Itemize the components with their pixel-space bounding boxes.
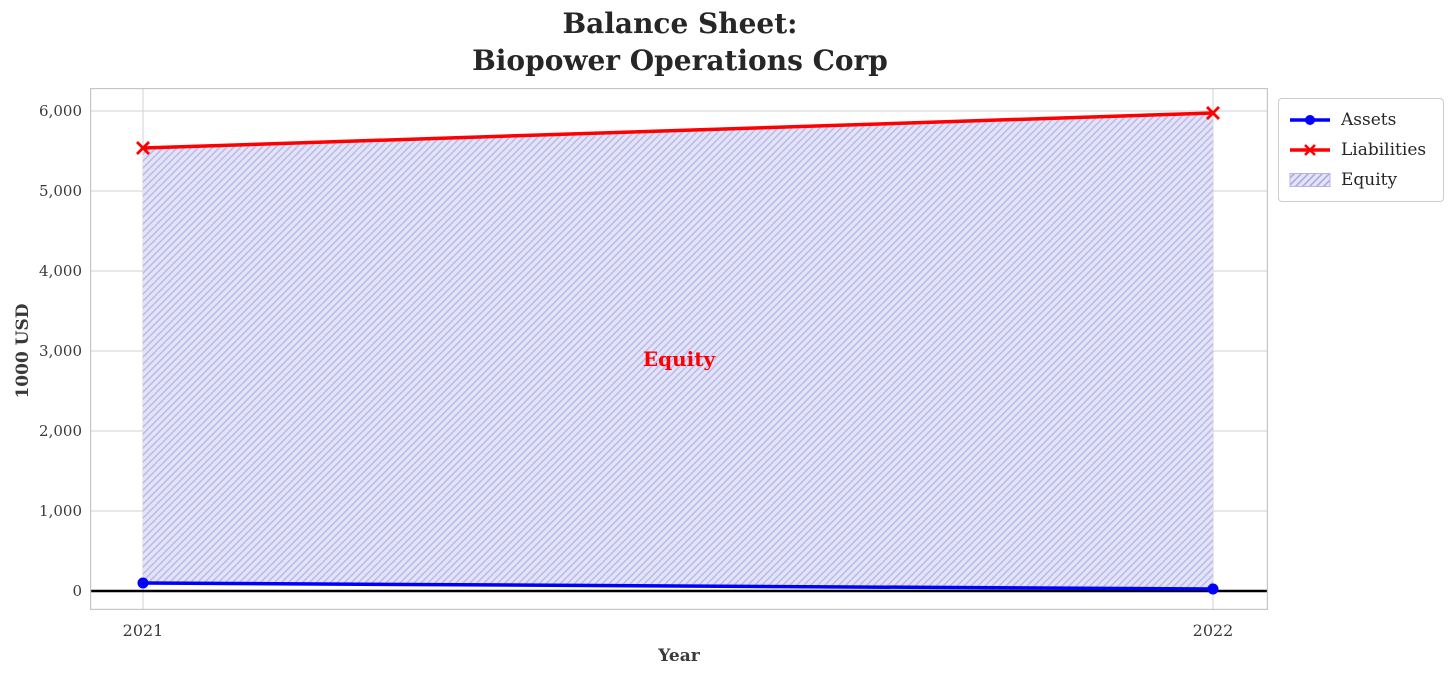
liabilities-x-marker	[136, 141, 150, 155]
axes-border	[90, 88, 1269, 610]
legend-label-assets: Assets	[1341, 110, 1397, 130]
assets-line	[137, 577, 1219, 595]
y-axis-label: 1000 USD	[13, 303, 33, 399]
y-tick-label: 1,000	[39, 502, 82, 520]
equity-annotation: Equity	[643, 347, 717, 371]
liabilities-line-swatch	[1290, 144, 1330, 156]
legend-label-equity: Equity	[1341, 170, 1398, 190]
legend-item-liabilities: Liabilities	[1289, 137, 1433, 163]
assets-line-swatch	[1290, 115, 1330, 125]
chart-title-line1: Balance Sheet:	[562, 7, 798, 40]
y-tick-label: 2,000	[39, 422, 82, 440]
equity-patch-swatch	[1289, 173, 1331, 187]
legend-item-assets: Assets	[1289, 107, 1433, 133]
legend: Assets Liabilities Equity	[1278, 98, 1444, 202]
assets-circle-marker	[1207, 583, 1219, 595]
x-tick-label: 2022	[1192, 621, 1234, 640]
liabilities-x-marker	[1206, 106, 1220, 120]
assets-circle-marker	[137, 577, 149, 589]
y-tick-label: 5,000	[39, 182, 82, 200]
y-tick-label: 0	[72, 582, 82, 600]
plot-canvas: Equity	[90, 88, 1269, 610]
equity-area	[143, 113, 1213, 589]
y-tick-label: 6,000	[39, 102, 82, 120]
liabilities-line	[136, 106, 1220, 155]
chart-title: Balance Sheet: Biopower Operations Corp	[472, 6, 888, 80]
plot-area: Equity	[90, 88, 1269, 610]
x-axis-label: Year	[658, 646, 700, 666]
x-tick-label: 2021	[122, 621, 164, 640]
legend-item-equity: Equity	[1289, 167, 1433, 193]
legend-label-liabilities: Liabilities	[1341, 140, 1427, 160]
y-tick-label: 3,000	[39, 342, 82, 360]
chart-title-line2: Biopower Operations Corp	[472, 43, 888, 77]
y-tick-label: 4,000	[39, 262, 82, 280]
